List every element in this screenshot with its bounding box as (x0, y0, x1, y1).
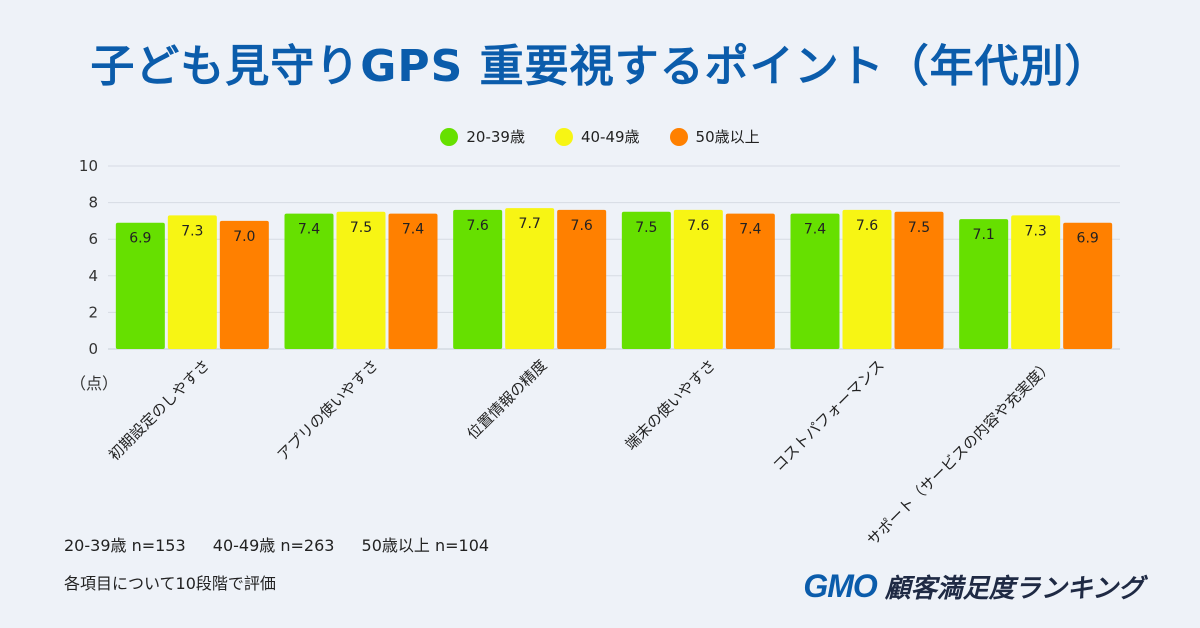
bar (453, 209, 503, 349)
legend-swatch-50-plus (669, 127, 688, 146)
data-label: 7.6 (571, 218, 593, 234)
bar (1063, 222, 1113, 349)
data-label: 7.7 (519, 216, 541, 232)
y-tick-label: 10 (79, 157, 98, 175)
bar (115, 222, 165, 349)
sample-size-20-39: 20-39歳 n=153 (64, 536, 186, 555)
bar (1011, 215, 1061, 349)
x-tick-label: サポート（サービスの内容や充実度） (863, 356, 1056, 549)
legend-swatch-40-49 (554, 127, 573, 146)
data-label: 7.4 (804, 222, 826, 238)
legend-item-20-39: 20-39歳 (440, 126, 525, 147)
legend-item-40-49: 40-49歳 (554, 126, 640, 147)
data-label: 7.6 (467, 218, 489, 234)
bar (959, 219, 1009, 349)
data-label: 7.4 (298, 222, 320, 238)
legend-label-40-49: 40-49歳 (580, 128, 640, 146)
y-axis-unit-label: （点） (70, 374, 118, 393)
bar (219, 220, 269, 349)
page-title: 子ども見守りGPS 重要視するポイント（年代別） (90, 41, 1110, 92)
data-label: 6.9 (129, 231, 151, 247)
data-label: 7.3 (1025, 223, 1047, 239)
data-label: 7.6 (856, 218, 878, 234)
data-label: 7.1 (973, 227, 995, 243)
bar (790, 213, 840, 349)
brand-logo: GMO 顧客満足度ランキング (803, 568, 1144, 605)
bar (167, 215, 217, 349)
data-label: 7.5 (635, 220, 657, 236)
data-label: 7.6 (687, 218, 709, 234)
y-tick-label: 8 (88, 194, 98, 212)
data-label: 7.0 (233, 229, 255, 245)
data-label: 7.5 (908, 220, 930, 236)
x-tick-label: コストパフォーマンス (769, 356, 888, 475)
bar (842, 209, 892, 349)
sample-size-40-49: 40-49歳 n=263 (212, 536, 335, 555)
bar (557, 209, 607, 349)
x-tick-label: アプリの使いやすさ (274, 356, 382, 464)
y-tick-label: 4 (88, 267, 98, 285)
bar (894, 211, 944, 349)
data-label: 7.4 (739, 222, 761, 238)
legend-item-50-plus: 50歳以上 (669, 126, 760, 147)
chart-legend: 20-39歳 40-49歳 50歳以上 (0, 126, 1200, 147)
brand-text: 顧客満足度ランキング (884, 574, 1144, 604)
bar (284, 213, 334, 349)
bar (725, 213, 775, 349)
data-label: 7.5 (350, 220, 372, 236)
legend-label-20-39: 20-39歳 (466, 128, 525, 146)
legend-label-50-plus: 50歳以上 (695, 128, 760, 146)
evaluation-note: 各項目について10段階で評価 (64, 574, 276, 593)
y-tick-label: 0 (88, 340, 98, 358)
gmo-logo: GMO (803, 568, 877, 604)
legend-swatch-20-39 (440, 127, 459, 146)
y-tick-label: 6 (88, 230, 98, 248)
y-tick-label: 2 (88, 303, 98, 321)
sample-size-50-plus: 50歳以上 n=104 (361, 536, 490, 555)
bar (336, 211, 386, 349)
bar (621, 211, 671, 349)
bar (505, 208, 555, 349)
data-label: 7.4 (402, 222, 424, 238)
x-tick-label: 初期設定のしやすさ (105, 356, 213, 464)
x-tick-label: 位置情報の精度 (464, 356, 551, 443)
bar (388, 213, 438, 349)
sample-size-note: 20-39歳 n=153 40-49歳 n=263 50歳以上 n=104 (64, 532, 511, 556)
data-label: 7.3 (181, 223, 203, 239)
bar (673, 209, 723, 349)
data-label: 6.9 (1077, 231, 1099, 247)
x-tick-label: 端末の使いやすさ (622, 356, 720, 454)
